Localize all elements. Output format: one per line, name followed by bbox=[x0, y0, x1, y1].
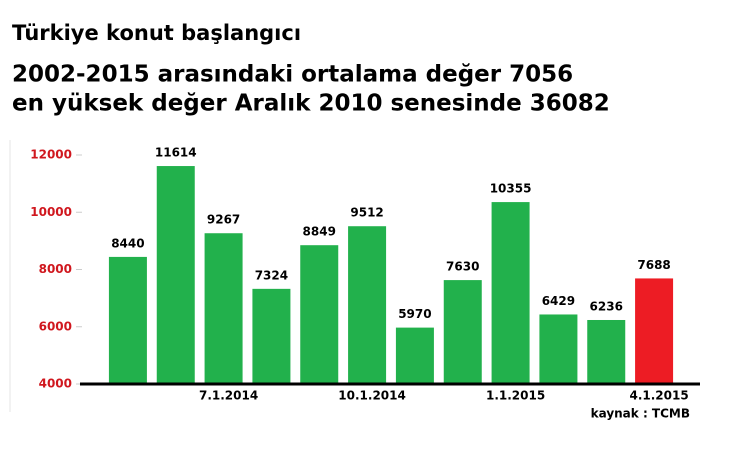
data-label: 7688 bbox=[637, 258, 670, 272]
data-label: 11614 bbox=[155, 146, 197, 160]
data-label: 9267 bbox=[207, 213, 240, 227]
bar bbox=[395, 327, 434, 384]
data-label: 7630 bbox=[446, 260, 479, 274]
y-tick-label: 10000 bbox=[30, 205, 72, 219]
bar bbox=[539, 314, 578, 384]
y-tick-label: 8000 bbox=[39, 262, 72, 276]
x-tick-label: 4.1.2015 bbox=[629, 389, 688, 403]
data-label: 9512 bbox=[350, 206, 383, 220]
data-label: 8440 bbox=[111, 236, 144, 250]
source-note: kaynak : TCMB bbox=[591, 407, 690, 421]
bar bbox=[348, 226, 387, 384]
bar bbox=[300, 245, 339, 384]
y-tick-label: 12000 bbox=[30, 148, 72, 162]
data-label: 7324 bbox=[255, 268, 288, 282]
bar bbox=[252, 288, 291, 384]
y-tick-label: 4000 bbox=[39, 377, 72, 391]
bar bbox=[204, 233, 243, 384]
x-tick-label: 10.1.2014 bbox=[338, 389, 406, 403]
data-label: 6236 bbox=[590, 299, 623, 313]
data-label: 5970 bbox=[398, 307, 431, 321]
data-label: 10355 bbox=[490, 182, 532, 196]
chart-title: Türkiye konut başlangıcı bbox=[12, 21, 301, 45]
chart-subtitle: en yüksek değer Aralık 2010 senesinde 36… bbox=[12, 91, 610, 117]
y-tick-label: 6000 bbox=[39, 319, 72, 333]
chart-subtitle: 2002-2015 arasındaki ortalama değer 7056 bbox=[12, 62, 573, 88]
bar bbox=[156, 166, 195, 384]
data-label: 8849 bbox=[303, 225, 336, 239]
bar bbox=[635, 278, 674, 384]
data-label: 6429 bbox=[542, 294, 575, 308]
bar bbox=[108, 256, 147, 384]
x-tick-label: 7.1.2014 bbox=[199, 389, 258, 403]
bar bbox=[491, 202, 530, 384]
x-tick-label: 1.1.2015 bbox=[486, 389, 545, 403]
bar bbox=[443, 280, 482, 384]
bar bbox=[587, 319, 626, 384]
